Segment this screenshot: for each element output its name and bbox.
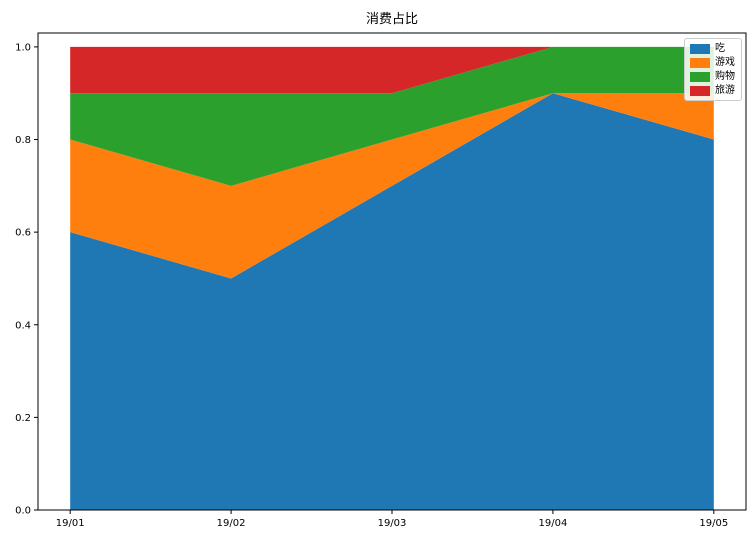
- x-tick-label: 19/02: [217, 518, 246, 529]
- legend-swatch: [690, 85, 710, 96]
- y-tick-label: 0.8: [15, 135, 31, 146]
- x-tick-label: 19/01: [56, 518, 85, 529]
- legend-swatch: [690, 57, 710, 68]
- legend-item-0: 吃: [690, 43, 735, 54]
- x-tick-label: 19/04: [538, 518, 567, 529]
- legend-label: 游戏: [715, 57, 735, 68]
- y-tick-label: 0.4: [15, 320, 31, 331]
- area-series-0: [70, 93, 714, 510]
- chart-title: 消费占比: [365, 12, 418, 27]
- legend-swatch: [690, 71, 710, 82]
- legend-label: 旅游: [715, 85, 735, 96]
- y-tick-label: 0.6: [15, 228, 31, 239]
- x-tick-label: 19/03: [378, 518, 407, 529]
- y-tick-label: 0.0: [15, 506, 31, 517]
- legend-label: 吃: [715, 43, 725, 54]
- legend-item-1: 游戏: [690, 57, 735, 68]
- legend-swatch: [690, 43, 710, 54]
- legend-item-3: 旅游: [690, 85, 735, 96]
- area-series-3: [70, 46, 714, 94]
- legend: 吃游戏 购物 旅游: [684, 38, 742, 101]
- area-series-1: [70, 93, 714, 279]
- x-tick-label: 19/05: [699, 518, 728, 529]
- area-series-2: [70, 46, 714, 186]
- y-tick-label: 0.2: [15, 413, 31, 424]
- y-tick-label: 1.0: [15, 42, 31, 53]
- legend-item-2: 购物: [690, 71, 735, 82]
- legend-label: 购物: [715, 71, 735, 82]
